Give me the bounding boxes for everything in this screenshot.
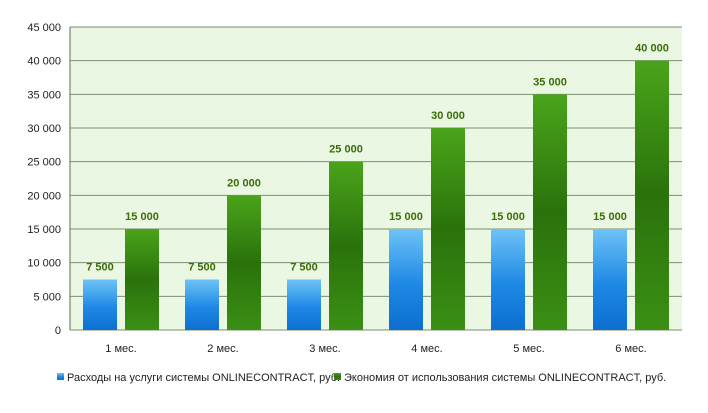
bar-savings [533,94,567,330]
data-label: 20 000 [227,177,261,189]
legend-swatch [334,373,341,380]
y-tick-label: 15 000 [27,224,61,236]
data-label: 7 500 [290,262,318,274]
data-label: 15 000 [593,211,627,223]
bar-expenses [185,279,219,330]
data-label: 40 000 [635,43,669,55]
bar-expenses [83,279,117,330]
data-label: 15 000 [389,211,423,223]
y-tick-label: 0 [55,325,61,337]
y-tick-label: 45 000 [27,22,61,34]
data-label: 7 500 [188,262,216,274]
bar-savings [329,161,363,330]
legend: Расходы на услуги системы ONLINECONTRACT… [57,372,666,384]
x-category-label: 3 мес. [309,343,340,355]
plot-area: 0 5 000 10 000 15 000 20 000 25 000 30 000 35 0… [27,22,682,355]
data-label: 15 000 [125,211,159,223]
y-tick-label: 30 000 [27,123,61,135]
bar-expenses [389,229,423,330]
y-tick-label: 5 000 [33,291,61,303]
y-tick-label: 20 000 [27,190,61,202]
bar-savings [431,128,465,330]
data-label: 35 000 [533,76,567,88]
bar-expenses [593,229,627,330]
bar-savings [125,229,159,330]
bar-savings [635,60,669,331]
x-category-label: 2 мес. [207,343,238,355]
x-category-label: 4 мес. [411,343,442,355]
x-category-label: 6 мес. [615,343,646,355]
data-label: 7 500 [86,262,114,274]
data-label: 25 000 [329,144,363,156]
bar-expenses [287,279,321,330]
bar-savings [227,195,261,330]
data-label: 15 000 [491,211,525,223]
x-category-label: 5 мес. [513,343,544,355]
legend-label: Расходы на услуги системы ONLINECONTRACT… [67,372,340,384]
y-tick-label: 35 000 [27,89,61,101]
y-tick-label: 25 000 [27,157,61,169]
legend-label: Экономия от использования системы ONLINE… [344,372,666,384]
legend-swatch [57,373,64,380]
data-label: 30 000 [431,110,465,122]
plot-background [70,27,682,330]
x-category-label: 1 мес. [105,343,136,355]
y-tick-label: 10 000 [27,258,61,270]
y-tick-label: 40 000 [27,56,61,68]
bar-expenses [491,229,525,330]
